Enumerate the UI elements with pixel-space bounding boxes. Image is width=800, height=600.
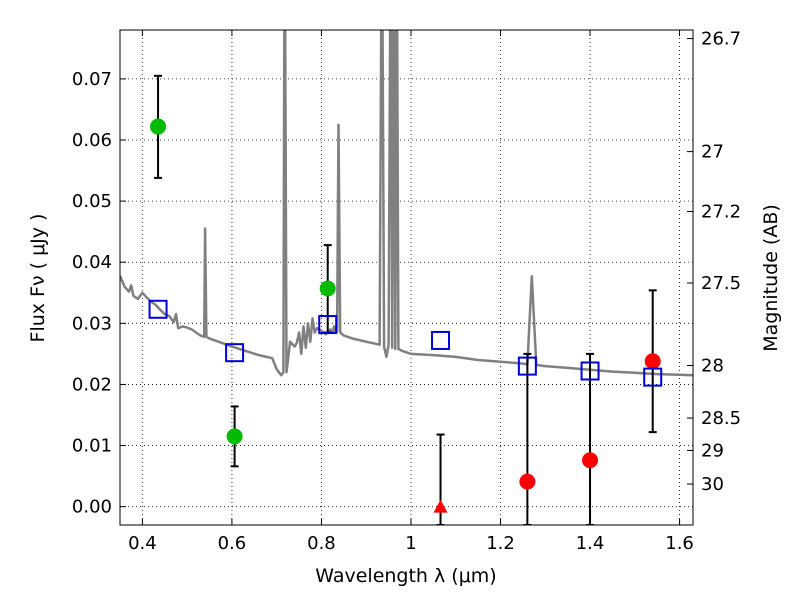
- y2-tick-label: 28: [701, 356, 724, 377]
- y2-tick-label: 30: [701, 474, 724, 495]
- y-axis-label: Flux Fν ( μJy ): [27, 214, 49, 343]
- y-tick-label: 0.06: [72, 130, 112, 151]
- x-tick-label: 1.2: [486, 533, 515, 554]
- y-tick-label: 0.01: [72, 436, 112, 457]
- y-tick-label: 0.02: [72, 374, 112, 395]
- data-point: [150, 118, 167, 135]
- y2-tick-label: 27.2: [701, 202, 741, 223]
- model-photometry-square: [580, 361, 600, 381]
- x-axis-label: Wavelength λ (μm): [315, 565, 496, 587]
- x-tick-label: 1.4: [576, 533, 605, 554]
- model-photometry-square: [643, 367, 663, 387]
- plot-background: [120, 30, 693, 525]
- y2-tick-label: 28.5: [701, 408, 741, 429]
- y-tick-label: 0.07: [72, 69, 112, 90]
- data-point: [582, 452, 599, 469]
- data-point: [226, 428, 243, 445]
- data-markers: [148, 118, 663, 513]
- x-tick-label: 0.6: [218, 533, 247, 554]
- y2-tick-label: 27.5: [701, 273, 741, 294]
- data-point: [519, 473, 536, 490]
- data-point-triangle: [433, 499, 448, 513]
- model-photometry-square: [225, 343, 245, 363]
- y2-tick-label: 26.7: [701, 29, 741, 50]
- y2-axis-label: Magnitude (AB): [760, 204, 782, 352]
- x-tick-label: 0.8: [307, 533, 336, 554]
- model-photometry-square: [318, 315, 338, 335]
- plot-frame: [119, 29, 694, 526]
- x-tick-label: 0.4: [128, 533, 157, 554]
- model-photometry-square: [431, 330, 451, 350]
- model-spectrum-line: [120, 30, 693, 377]
- y-tick-label: 0.05: [72, 191, 112, 212]
- data-point: [644, 353, 661, 370]
- axis-ticks: 0.4 0.6 0.8 1 1.2 1.4 1.6 0.00 0.01 0.02 0.03 0.04 0…: [72, 29, 741, 554]
- y-tick-label: 0.03: [72, 313, 112, 334]
- model-spectrum: [120, 30, 693, 377]
- model-photometry-square: [517, 356, 537, 376]
- data-point: [319, 280, 336, 297]
- y-tick-label: 0.00: [72, 497, 112, 518]
- y2-tick-label: 27: [701, 142, 724, 163]
- x-tick-label: 1: [405, 533, 416, 554]
- model-photometry-square: [148, 299, 168, 319]
- y2-tick-label: 29: [701, 440, 724, 461]
- x-tick-label: 1.6: [665, 533, 694, 554]
- y-tick-label: 0.04: [72, 252, 112, 273]
